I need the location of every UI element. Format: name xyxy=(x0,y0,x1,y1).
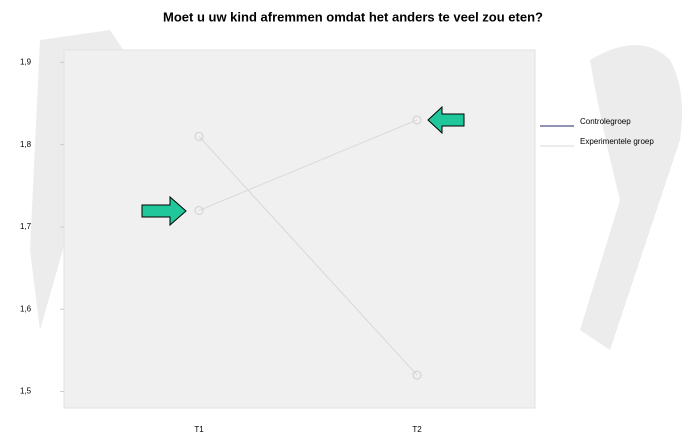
point xyxy=(194,205,204,215)
chart-title: Moet u uw kind afremmen omdat het anders… xyxy=(163,9,543,24)
series-line xyxy=(198,119,418,211)
legend-label: Experimentele groep xyxy=(580,137,654,146)
point xyxy=(412,370,422,380)
y-tick-label: 1,9 xyxy=(20,57,32,66)
y-tick-label: 1,6 xyxy=(20,304,32,313)
y-tick-label: 1,5 xyxy=(20,387,32,396)
y-tick-label: 1,7 xyxy=(20,222,32,231)
point xyxy=(194,131,204,141)
legend-label: Controlegroep xyxy=(580,117,631,126)
arrow xyxy=(427,105,465,135)
point xyxy=(412,115,422,125)
x-tick-label: T2 xyxy=(412,425,422,434)
series-line xyxy=(198,136,418,376)
watermark xyxy=(580,45,683,350)
y-tick-label: 1,8 xyxy=(20,140,32,149)
arrow xyxy=(141,195,187,227)
plot-area xyxy=(63,49,536,409)
x-tick-label: T1 xyxy=(194,425,204,434)
